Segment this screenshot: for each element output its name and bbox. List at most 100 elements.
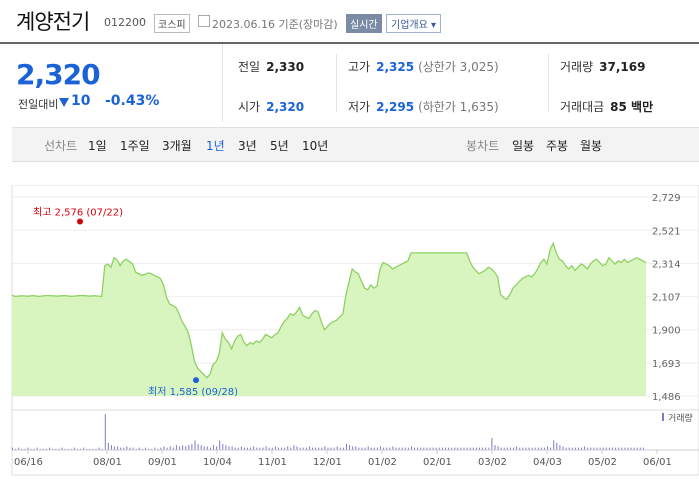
volume-bar [290,447,292,450]
volume-bar [380,446,381,450]
volume-bar [318,447,320,450]
volume-bar [482,447,484,450]
volume-bar [429,447,431,450]
volume-bar [278,447,279,450]
volume-bar [389,447,391,450]
candle-chart-label: 봉차트 [466,139,500,153]
stock-header: 계양전기 012200 코스피 2023.06.16 기준(장마감) 실시간 기… [0,0,699,42]
volume-bar [138,447,140,450]
company-info-button[interactable]: 기업개요 ▾ [386,14,441,33]
candle-tab-daily[interactable]: 일봉 [512,139,535,153]
prev-close: 전일 2,330 [238,60,305,74]
volume-bar [621,447,623,450]
volume-bar [163,446,165,450]
volume-bar [562,446,564,450]
current-price: 2,320 [16,58,101,91]
volume-bar [587,447,589,450]
volume-bar [540,447,542,450]
y-tick-label: 2,107 [652,293,681,304]
volume-bar [80,448,81,450]
volume-bar [73,447,75,450]
volume-bar [627,447,629,450]
quote-date: 2023.06.16 기준(장마감) [212,18,338,31]
volume-bar [42,448,44,450]
volume-bar [537,447,539,450]
volume-bar [145,447,146,450]
volume-bar [12,447,13,450]
volume-bar [166,447,168,450]
volume-bar [373,447,375,450]
volume-bar [129,447,131,450]
volume-bar [633,447,635,450]
volume-bar [216,446,218,450]
volume-bar [550,447,552,450]
volume-bar [70,448,72,450]
volume-bar [612,447,613,450]
volume-bar [411,446,412,450]
period-tab-1y[interactable]: 1년 [206,139,225,153]
volume-bar [24,448,26,450]
period-tab-1w[interactable]: 1주일 [120,139,150,153]
period-tab-3m[interactable]: 3개월 [162,139,192,153]
volume-bar [497,446,499,450]
prev-change-label: 전일대비 [18,98,59,111]
candle-tab-monthly[interactable]: 월봉 [580,139,603,153]
volume-bar [463,447,465,450]
volume-bar [157,448,159,450]
volume-bar [327,447,329,450]
period-tab-3y[interactable]: 3년 [238,139,257,153]
x-tick-label: 06/16 [14,457,43,468]
volume-bar [336,446,338,450]
realtime-button[interactable]: 실시간 [346,14,382,33]
price-area [12,243,646,396]
volume-bar [407,447,409,450]
down-triangle-icon [59,98,69,107]
volume-bar [86,448,88,450]
volume-bar [599,447,601,450]
volume-bar [528,447,530,450]
period-tab-10y[interactable]: 10년 [302,139,329,153]
volume-bar [630,447,632,450]
volume-bar [95,448,97,450]
volume-bar [624,447,626,450]
volume-bar [324,446,326,450]
volume-bar [308,446,310,450]
high-price: 고가 2,325 (상한가 3,025) [348,60,499,74]
volume-bar [534,447,536,450]
volume-bar [584,446,586,450]
volume-bar [30,448,32,450]
volume-bar [101,448,103,450]
volume-bar [89,448,91,450]
price-chart: 2,729 2,521 2,314 2,107 1,900 1,693 1,486 최고 2,… [11,185,699,476]
candle-tab-weekly[interactable]: 주봉 [546,139,569,153]
volume-bar [441,447,443,450]
volume-bar [414,447,415,450]
volume-bar [76,448,78,450]
volume-bar [262,447,264,450]
period-tab-1d[interactable]: 1일 [88,139,107,153]
volume-bar [281,447,283,450]
volume-bar [367,446,369,450]
volume-bar [244,447,245,450]
volume-bar [287,446,289,450]
period-tab-5y[interactable]: 5년 [270,139,289,153]
volume-bar [547,446,548,450]
stats-divider [336,54,337,112]
volume-bar [274,446,276,450]
volume-bar [265,446,267,450]
volume-bar [500,447,502,450]
volume-bar [98,447,100,450]
volume-bar [231,446,233,450]
volume-bar [21,448,23,450]
volume-bar [234,447,236,450]
calendar-icon [198,15,210,27]
volume-bar [615,447,617,450]
volume-bar [296,446,298,450]
volume-bar [36,447,38,450]
volume-bar [559,445,561,450]
volume-bar [457,447,459,450]
volume-bar [259,447,261,450]
price-change-percent: -0.43% [105,93,160,109]
volume-bar [27,447,29,450]
volume-bar [247,447,248,450]
